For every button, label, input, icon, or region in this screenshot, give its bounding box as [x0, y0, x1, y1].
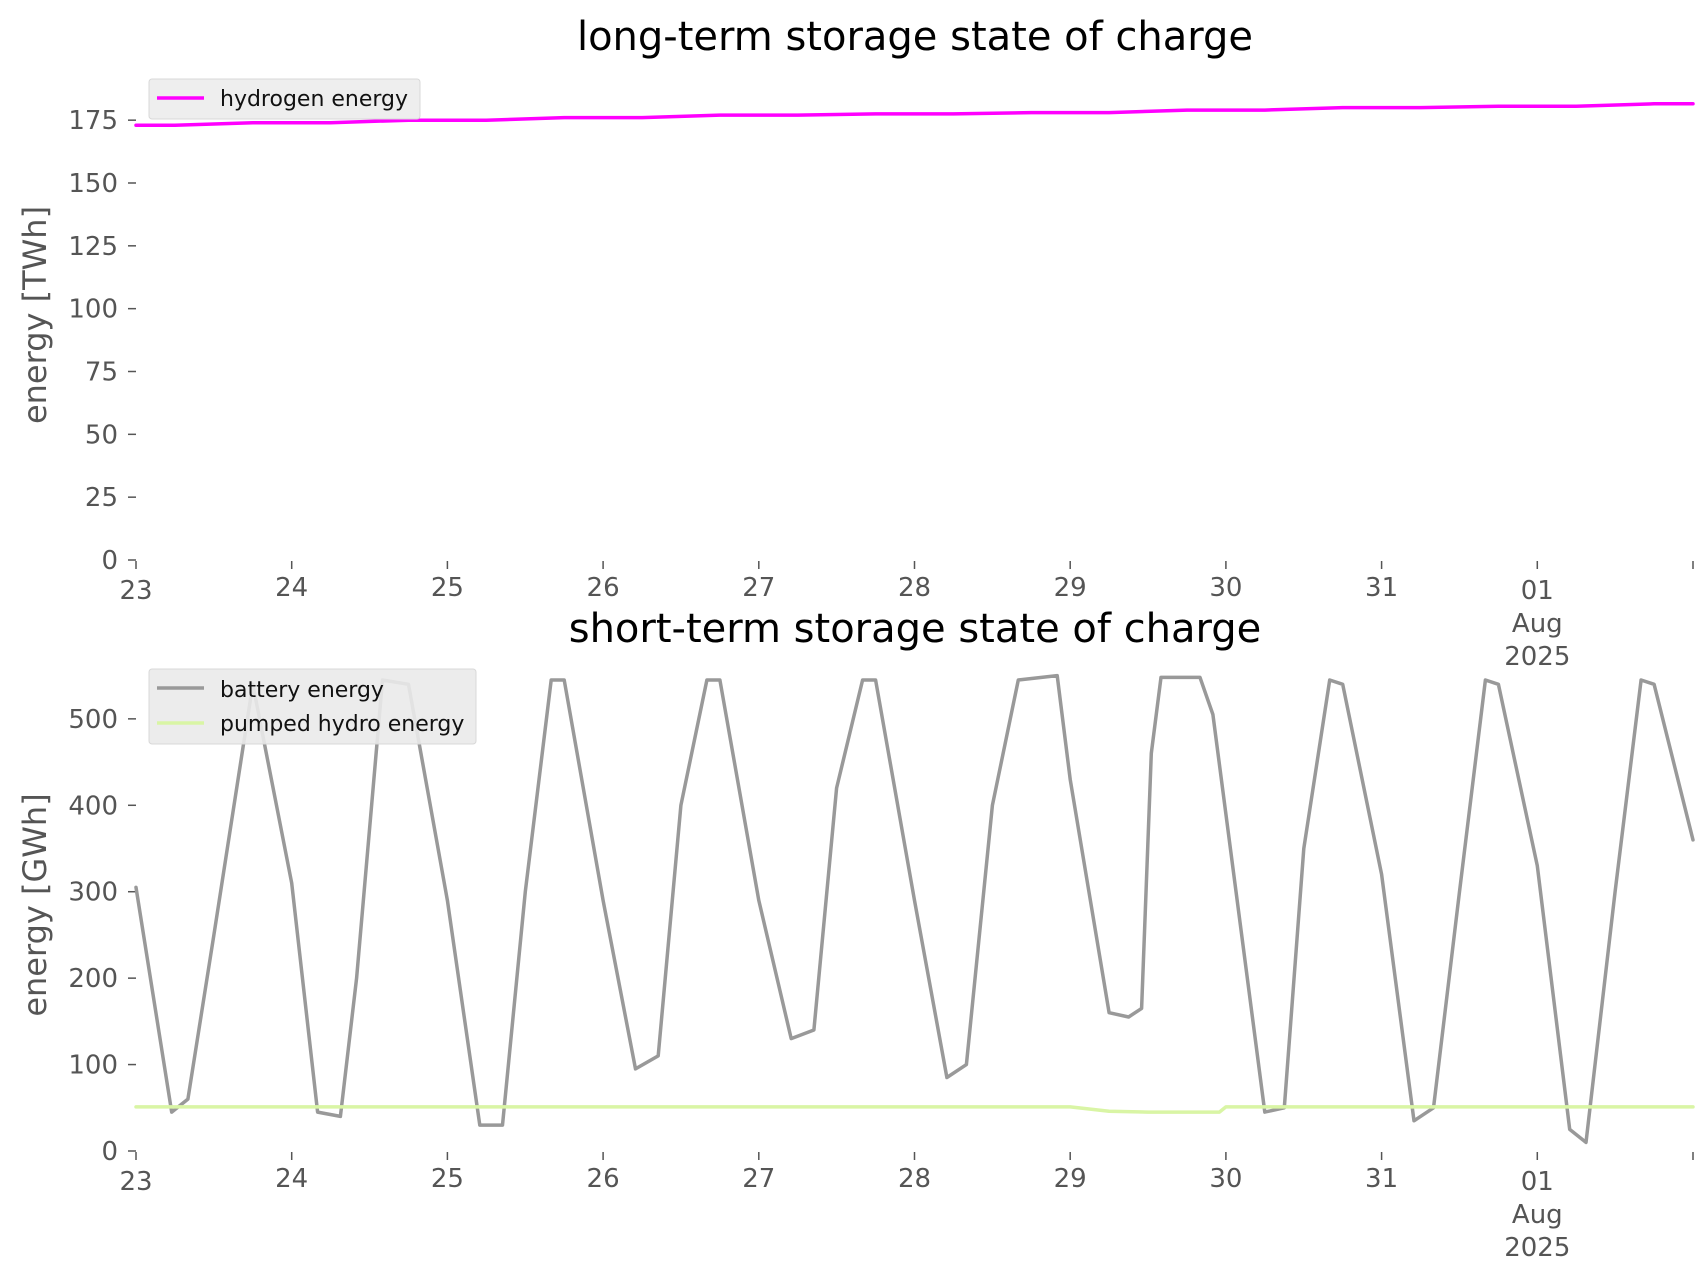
x-tick-label: 29 — [1054, 573, 1087, 603]
plot-area — [134, 673, 1695, 1145]
x-tick-sublabel: Aug — [1512, 609, 1563, 639]
legend-label: hydrogen energy — [220, 87, 408, 112]
x-tick-label: 23 — [119, 576, 152, 606]
x-tick-label: 28 — [898, 573, 931, 603]
y-tick-label: 300 — [68, 878, 118, 908]
x-tick-label: 31 — [1365, 573, 1398, 603]
x-tick-label: 01 — [1521, 576, 1554, 606]
y-tick-label: 175 — [68, 106, 118, 136]
x-tick-label: 30 — [1209, 1164, 1242, 1194]
legend-box — [148, 78, 421, 120]
legend-box — [148, 668, 477, 745]
y-tick-label: 400 — [68, 791, 118, 821]
y-tick-label: 200 — [68, 964, 118, 994]
legend: battery energy pumped hydro energy — [148, 668, 477, 745]
x-tick-label: 28 — [898, 1164, 931, 1194]
legend-label: battery energy — [220, 678, 384, 703]
x-tick-sublabel: 2025 — [1504, 642, 1570, 672]
y-tick-label: 100 — [68, 1051, 118, 1081]
x-tick-label: 25 — [431, 1164, 464, 1194]
x-tick-label: 30 — [1209, 573, 1242, 603]
x-tick-label: 27 — [742, 573, 775, 603]
y-tick-label: 125 — [68, 232, 118, 262]
legend: hydrogen energy — [148, 78, 421, 120]
y-tick-label: 500 — [68, 705, 118, 735]
x-tick-label: 23 — [119, 1167, 152, 1197]
x-tick-label: 26 — [587, 1164, 620, 1194]
y-axis-label: energy [GWh] — [16, 793, 54, 1016]
y-tick-label: 0 — [101, 1137, 118, 1167]
series-line-battery-energy — [134, 673, 1695, 1145]
y-axis-label: energy [TWh] — [16, 206, 54, 424]
y-tick-label: 25 — [85, 483, 118, 513]
long-term-chart: long-term storage state of charge energy… — [16, 14, 1695, 672]
y-axis: 0 100 200 300 400 500 — [68, 705, 136, 1167]
y-tick-label: 75 — [85, 357, 118, 387]
plot-area — [134, 102, 1695, 127]
x-tick-label: 01 — [1521, 1167, 1554, 1197]
x-tick-label: 24 — [275, 573, 308, 603]
chart-title: long-term storage state of charge — [577, 14, 1253, 60]
y-tick-label: 100 — [68, 295, 118, 325]
x-tick-label: 27 — [742, 1164, 775, 1194]
short-term-chart: short-term storage state of charge energ… — [16, 606, 1695, 1263]
x-tick-sublabel: 2025 — [1504, 1233, 1570, 1263]
x-tick-sublabel: Aug — [1512, 1200, 1563, 1230]
y-tick-label: 50 — [85, 420, 118, 450]
y-tick-label: 0 — [101, 546, 118, 576]
legend-label: pumped hydro energy — [220, 712, 464, 737]
series-line-pumped-hydro-energy — [134, 1105, 1695, 1114]
x-tick-label: 25 — [431, 573, 464, 603]
x-tick-label: 24 — [275, 1164, 308, 1194]
x-tick-label: 26 — [587, 573, 620, 603]
x-tick-label: 29 — [1054, 1164, 1087, 1194]
y-axis: 0 25 50 75 100 125 150 175 — [68, 106, 136, 576]
chart-title: short-term storage state of charge — [569, 606, 1262, 652]
x-tick-label: 31 — [1365, 1164, 1398, 1194]
y-tick-label: 150 — [68, 169, 118, 199]
series-line-hydrogen-energy — [134, 102, 1695, 127]
